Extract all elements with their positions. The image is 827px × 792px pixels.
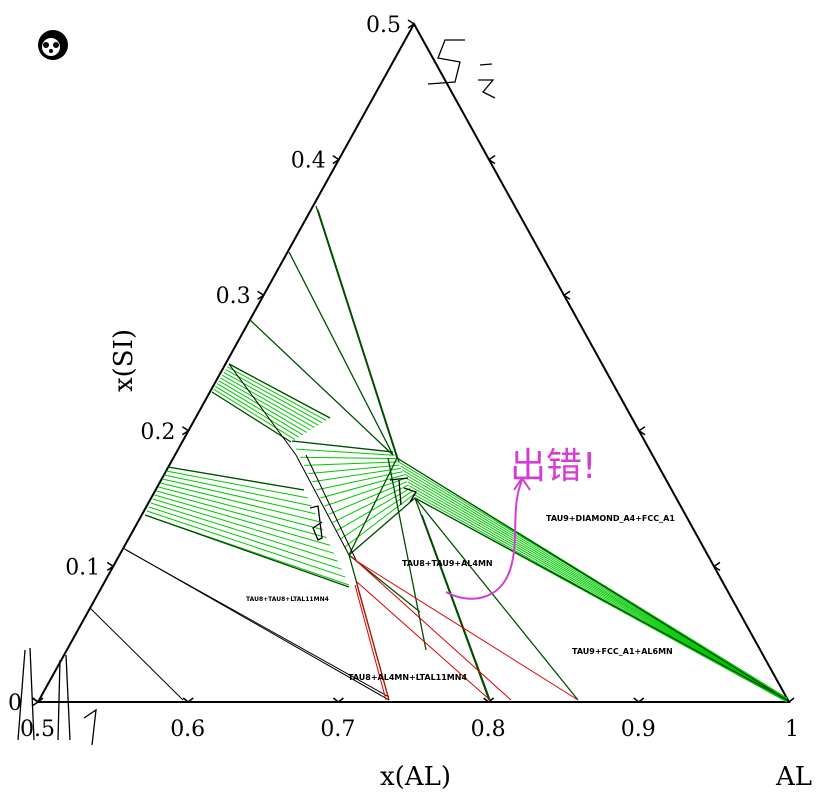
- bottom-tick: [483, 697, 495, 703]
- tie-line: [225, 369, 323, 424]
- left-tick-label: 0.3: [216, 284, 251, 309]
- hand-mark-si: [427, 39, 465, 85]
- left-tick-label: 0.4: [291, 149, 326, 174]
- tie-line: [158, 486, 323, 531]
- left-tick: [106, 561, 115, 572]
- hand-mark-t4: [309, 505, 323, 541]
- corner-label-al: AL: [775, 762, 812, 792]
- left-tick-label: 0.5: [366, 13, 401, 38]
- left-tick: [31, 697, 40, 707]
- bottom-axis-title: x(AL): [380, 762, 451, 792]
- red-boundaries: [351, 556, 579, 701]
- hand-mark-mn: [17, 647, 97, 746]
- tie-line: [312, 467, 401, 483]
- region-label: TAU8+TAU8+LTAL11MN4: [246, 596, 329, 603]
- bottom-tick: [182, 697, 194, 703]
- left-axis-title: x(SI): [109, 329, 139, 392]
- region-label: TAU8+AL4MN+LTAL11MN4: [348, 673, 467, 682]
- tie-line: [407, 481, 788, 701]
- bottom-tick-label: 0.8: [471, 717, 506, 742]
- right-tick: [712, 561, 721, 572]
- left-tick: [257, 290, 265, 300]
- tie-line: [221, 374, 315, 429]
- tie-line: [223, 371, 319, 426]
- hand-mark-t5: [389, 477, 417, 506]
- annotation-arrow: [445, 479, 523, 600]
- tie-line: [213, 388, 296, 441]
- tie-line: [409, 485, 788, 702]
- tie-line: [296, 448, 395, 456]
- tie-line: [165, 470, 308, 499]
- tie-line: [300, 456, 397, 460]
- bottom-tick-label: 0.9: [621, 717, 656, 742]
- tie-line: [156, 490, 327, 538]
- right-axis-ticks: [487, 154, 721, 572]
- tie-line: [146, 510, 346, 578]
- bottom-axis: 0.5 0.6 0.7 0.8 0.9 1: [20, 697, 799, 742]
- bottom-tick-label: 0.5: [20, 717, 55, 742]
- tie-line: [162, 478, 316, 515]
- tie-line: [154, 494, 331, 546]
- diagram-frame: [36, 21, 791, 703]
- bottom-tick-label: 0.7: [320, 717, 355, 742]
- left-tick-label: 0: [8, 691, 22, 716]
- tie-line: [215, 385, 300, 438]
- tie-line: [332, 484, 409, 523]
- tie-line: [403, 473, 788, 701]
- left-tick: [407, 19, 416, 29]
- region-label: TAU9+DIAMOND_A4+FCC_A1: [546, 514, 675, 523]
- left-axis: 0 0.1 0.2 0.3 0.4 0.5: [8, 13, 416, 716]
- tie-line: [220, 377, 311, 431]
- right-tick: [562, 290, 571, 300]
- left-tick-label: 0.2: [140, 420, 175, 445]
- error-annotation: 出错!: [445, 446, 596, 600]
- bottom-tick: [633, 697, 645, 703]
- panda-icon: [38, 30, 68, 60]
- tie-line: [324, 477, 406, 507]
- tie-line: [164, 474, 312, 507]
- tie-line: [402, 469, 788, 700]
- tie-line: [405, 477, 788, 701]
- tie-line: [344, 494, 414, 548]
- tie-line: [320, 474, 405, 499]
- tie-line: [150, 502, 338, 562]
- tie-lines: [144, 363, 788, 703]
- tie-line: [304, 461, 398, 466]
- bottom-tick-label: 1: [785, 717, 799, 742]
- tie-line: [160, 482, 320, 523]
- tie-line: [152, 498, 335, 554]
- phase-boundaries: [144, 205, 788, 701]
- bottom-tick: [332, 697, 344, 703]
- left-tick: [332, 154, 341, 165]
- tie-line: [336, 487, 411, 532]
- phase-lines: [89, 363, 390, 701]
- tie-line: [308, 464, 400, 475]
- bottom-tick-label: 0.6: [170, 717, 205, 742]
- left-tick: [181, 426, 190, 436]
- left-tick-label: 0.1: [65, 555, 100, 580]
- tie-line: [148, 506, 342, 570]
- right-tick: [487, 154, 496, 165]
- region-label: TAU9+FCC_A1+AL6MN: [572, 647, 673, 656]
- tie-line: [216, 383, 303, 436]
- tie-line: [218, 380, 307, 433]
- right-tick: [637, 426, 646, 436]
- handwritten-marks: [17, 39, 496, 746]
- region-label: TAU8+TAU9+AL4MN: [402, 559, 493, 568]
- tie-line: [227, 366, 327, 421]
